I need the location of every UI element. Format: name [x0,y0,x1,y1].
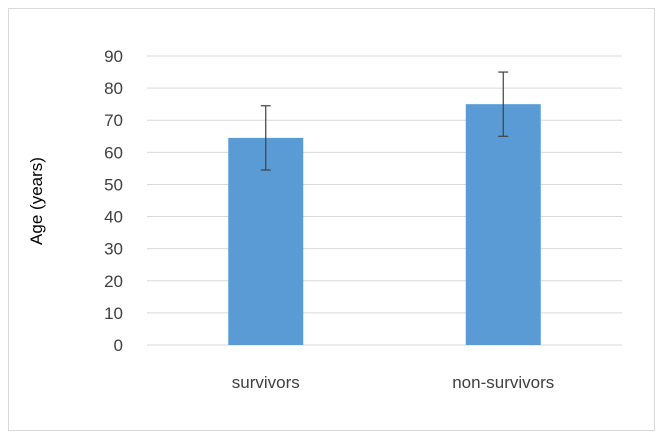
y-tick-label: 90 [104,47,123,66]
y-tick-label: 20 [104,272,123,291]
y-tick-label: 60 [104,143,123,162]
y-tick-label: 0 [114,336,123,355]
y-tick-label: 80 [104,79,123,98]
bars [228,104,541,346]
x-tick-label-non-survivors: non-survivors [452,373,554,392]
y-tick-labels: 0 10 20 30 40 50 60 70 80 90 [104,47,123,355]
x-tick-labels: survivors non-survivors [232,373,555,392]
bar-survivors [228,137,304,345]
error-bars [260,71,509,171]
y-tick-label: 10 [104,304,123,323]
y-tick-label: 40 [104,208,123,227]
y-tick-label: 30 [104,240,123,259]
chart-frame [8,8,655,431]
y-axis-title: Age (years) [27,157,46,245]
gridlines [147,55,622,346]
bar-non-survivors [465,104,541,346]
y-tick-label: 70 [104,111,123,130]
y-tick-label: 50 [104,175,123,194]
x-tick-label-survivors: survivors [232,373,300,392]
